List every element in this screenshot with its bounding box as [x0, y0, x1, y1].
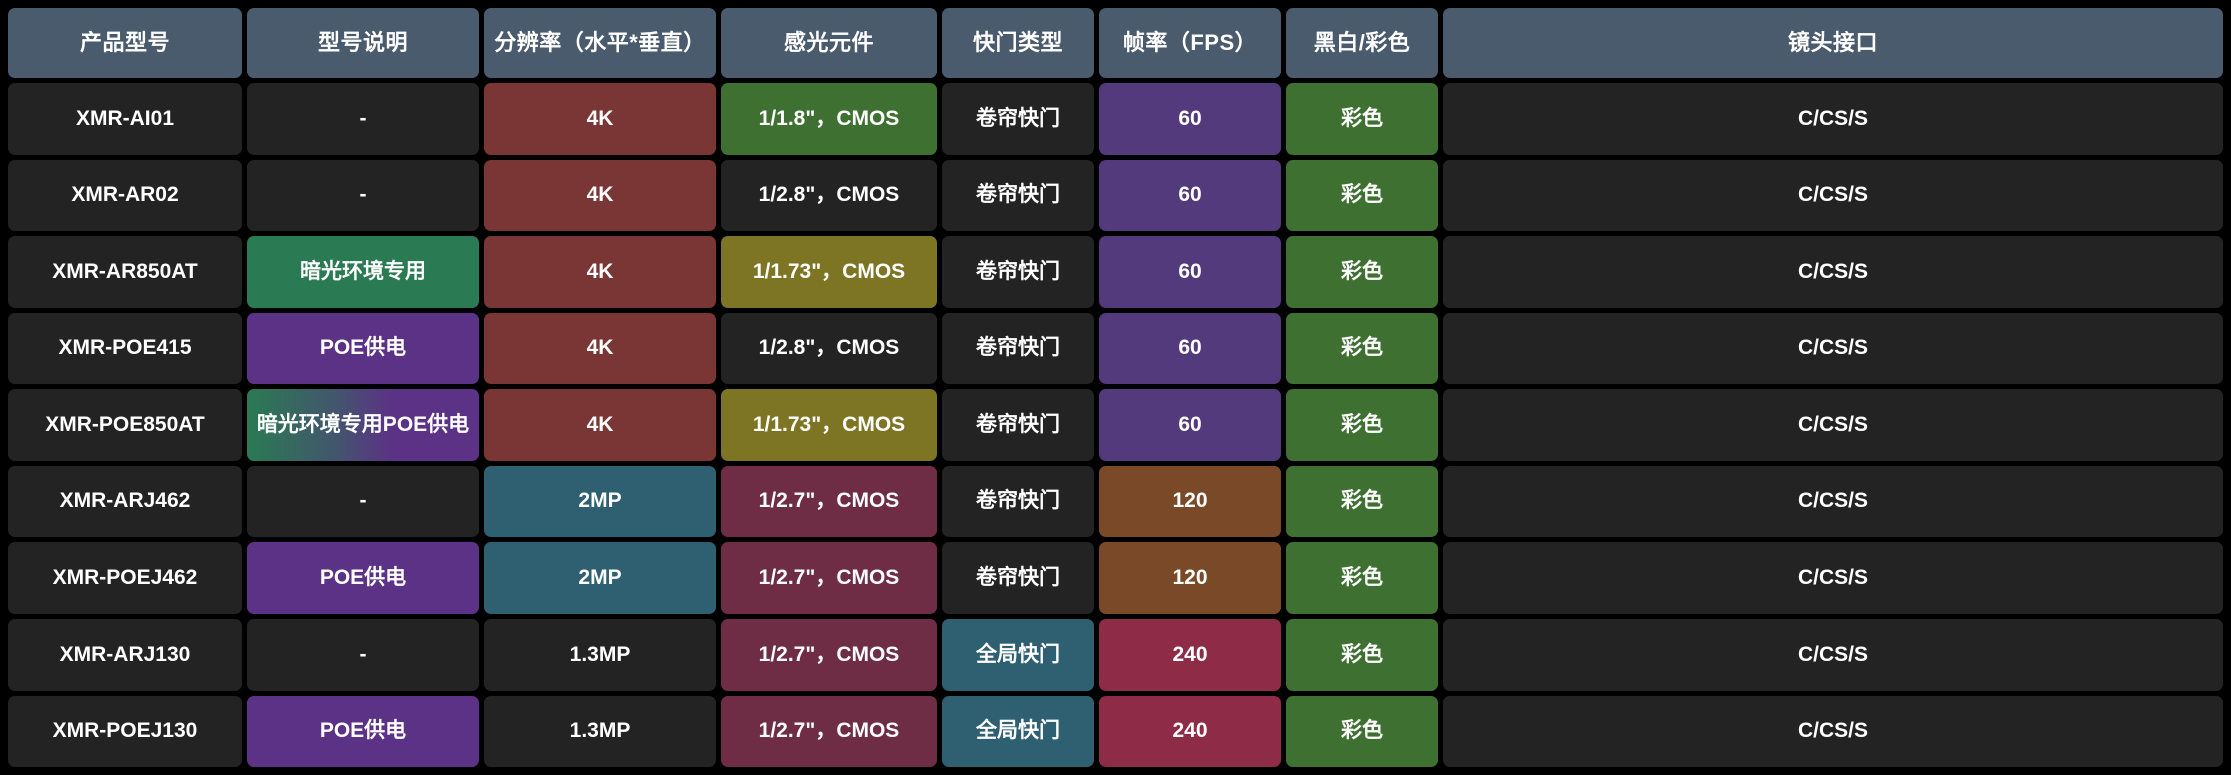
cell-image-sensor[interactable]: 1/2.8"，CMOS	[721, 312, 937, 385]
cell-color-mode[interactable]: 彩色	[1286, 542, 1438, 614]
cell-model-description[interactable]: -	[247, 465, 479, 538]
cell-model-description[interactable]: 暗光环境专用POE供电	[247, 389, 479, 461]
cell-color-mode[interactable]: 彩色	[1286, 236, 1438, 308]
cell-frame-rate[interactable]: 60	[1099, 159, 1281, 232]
table-row[interactable]: XMR-AR850AT 暗光环境专用 4K 1/1.73"，CMOS 卷帘快门 60 彩色 C…	[8, 236, 2223, 308]
cell-color-mode[interactable]: 彩色	[1286, 695, 1438, 768]
cell-product-model[interactable]: XMR-POE415	[8, 312, 242, 385]
cell-frame-rate[interactable]: 240	[1099, 618, 1281, 691]
table-row[interactable]: XMR-POEJ130 POE供电 1.3MP 1/2.7"，CMOS 全局快门 240 彩…	[8, 695, 2223, 768]
cell-resolution[interactable]: 4K	[484, 389, 716, 461]
cell-product-model[interactable]: XMR-AR02	[8, 159, 242, 232]
cell-image-sensor[interactable]: 1/2.7"，CMOS	[721, 695, 937, 768]
column-header-7[interactable]: 镜头接口	[1443, 8, 2223, 78]
cell-product-model[interactable]: XMR-POE850AT	[8, 389, 242, 461]
cell-image-sensor[interactable]: 1/2.7"，CMOS	[721, 465, 937, 538]
cell-product-model[interactable]: XMR-AR850AT	[8, 236, 242, 308]
cell-lens-mount[interactable]: C/CS/S	[1443, 618, 2223, 691]
cell-frame-rate[interactable]: 240	[1099, 695, 1281, 768]
cell-image-sensor[interactable]: 1/1.73"，CMOS	[721, 236, 937, 308]
cell-image-sensor[interactable]: 1/1.8"，CMOS	[721, 83, 937, 155]
cell-color-mode[interactable]: 彩色	[1286, 159, 1438, 232]
cell-shutter-type[interactable]: 卷帘快门	[942, 389, 1094, 461]
cell-image-sensor[interactable]: 1/1.73"，CMOS	[721, 389, 937, 461]
column-header-3[interactable]: 感光元件	[721, 8, 937, 78]
cell-resolution[interactable]: 4K	[484, 159, 716, 232]
cell-color-mode[interactable]: 彩色	[1286, 618, 1438, 691]
cell-resolution[interactable]: 4K	[484, 312, 716, 385]
column-header-5[interactable]: 帧率（FPS）	[1099, 8, 1281, 78]
cell-shutter-type[interactable]: 卷帘快门	[942, 236, 1094, 308]
cell-resolution[interactable]: 2MP	[484, 465, 716, 538]
table-row[interactable]: XMR-AR02-4K 1/2.8"，CMOS 卷帘快门 60 彩色 C/CS/S	[8, 159, 2223, 232]
cell-model-description[interactable]: -	[247, 159, 479, 232]
cell-frame-rate[interactable]: 60	[1099, 389, 1281, 461]
cell-color-mode[interactable]: 彩色	[1286, 312, 1438, 385]
cell-shutter-type[interactable]: 卷帘快门	[942, 312, 1094, 385]
cell-shutter-type[interactable]: 卷帘快门	[942, 159, 1094, 232]
table-row[interactable]: XMR-POE850AT 暗光环境专用POE供电 4K 1/1.73"，CMOS 卷帘快…	[8, 389, 2223, 461]
cell-resolution[interactable]: 1.3MP	[484, 695, 716, 768]
column-header-0[interactable]: 产品型号	[8, 8, 242, 78]
cell-lens-mount[interactable]: C/CS/S	[1443, 389, 2223, 461]
cell-model-description[interactable]: POE供电	[247, 695, 479, 768]
cell-shutter-type[interactable]: 卷帘快门	[942, 542, 1094, 614]
cell-frame-rate[interactable]: 120	[1099, 465, 1281, 538]
table-row[interactable]: XMR-ARJ462-2MP 1/2.7"，CMOS 卷帘快门 120 彩色 C/CS/S	[8, 465, 2223, 538]
cell-color-mode[interactable]: 彩色	[1286, 465, 1438, 538]
cell-resolution[interactable]: 1.3MP	[484, 618, 716, 691]
table-row[interactable]: XMR-POEJ462 POE供电 2MP 1/2.7"，CMOS 卷帘快门 120 彩色 C…	[8, 542, 2223, 614]
table-header-row: 产品型号 型号说明 分辨率（水平*垂直） 感光元件 快门类型 帧率（FPS） 黑白/彩色 镜头…	[8, 8, 2223, 78]
cell-model-description[interactable]: -	[247, 618, 479, 691]
cell-product-model[interactable]: XMR-POEJ462	[8, 542, 242, 614]
cell-lens-mount[interactable]: C/CS/S	[1443, 542, 2223, 614]
column-header-2[interactable]: 分辨率（水平*垂直）	[484, 8, 716, 78]
cell-frame-rate[interactable]: 60	[1099, 312, 1281, 385]
cell-product-model[interactable]: XMR-AI01	[8, 83, 242, 155]
cell-model-description[interactable]: 暗光环境专用	[247, 236, 479, 308]
cell-product-model[interactable]: XMR-ARJ462	[8, 465, 242, 538]
cell-frame-rate[interactable]: 120	[1099, 542, 1281, 614]
cell-shutter-type[interactable]: 全局快门	[942, 618, 1094, 691]
cell-lens-mount[interactable]: C/CS/S	[1443, 83, 2223, 155]
table-row[interactable]: XMR-ARJ130-1.3MP 1/2.7"，CMOS 全局快门 240 彩色 C/CS…	[8, 618, 2223, 691]
column-header-1[interactable]: 型号说明	[247, 8, 479, 78]
cell-image-sensor[interactable]: 1/2.8"，CMOS	[721, 159, 937, 232]
cell-shutter-type[interactable]: 卷帘快门	[942, 465, 1094, 538]
cell-resolution[interactable]: 4K	[484, 236, 716, 308]
cell-product-model[interactable]: XMR-ARJ130	[8, 618, 242, 691]
cell-model-description[interactable]: POE供电	[247, 312, 479, 385]
cell-lens-mount[interactable]: C/CS/S	[1443, 312, 2223, 385]
cell-resolution[interactable]: 2MP	[484, 542, 716, 614]
table-row[interactable]: XMR-AI01-4K 1/1.8"，CMOS 卷帘快门 60 彩色 C/CS/S	[8, 83, 2223, 155]
table-row[interactable]: XMR-POE415 POE供电 4K 1/2.8"，CMOS 卷帘快门 60 彩色 C/CS…	[8, 312, 2223, 385]
cell-frame-rate[interactable]: 60	[1099, 83, 1281, 155]
cell-lens-mount[interactable]: C/CS/S	[1443, 465, 2223, 538]
cell-lens-mount[interactable]: C/CS/S	[1443, 236, 2223, 308]
cell-shutter-type[interactable]: 卷帘快门	[942, 83, 1094, 155]
cell-resolution[interactable]: 4K	[484, 83, 716, 155]
cell-model-description[interactable]: -	[247, 83, 479, 155]
cell-lens-mount[interactable]: C/CS/S	[1443, 159, 2223, 232]
cell-image-sensor[interactable]: 1/2.7"，CMOS	[721, 542, 937, 614]
column-header-4[interactable]: 快门类型	[942, 8, 1094, 78]
column-header-6[interactable]: 黑白/彩色	[1286, 8, 1438, 78]
cell-image-sensor[interactable]: 1/2.7"，CMOS	[721, 618, 937, 691]
cell-shutter-type[interactable]: 全局快门	[942, 695, 1094, 768]
cell-color-mode[interactable]: 彩色	[1286, 389, 1438, 461]
cell-product-model[interactable]: XMR-POEJ130	[8, 695, 242, 768]
cell-model-description[interactable]: POE供电	[247, 542, 479, 614]
cell-color-mode[interactable]: 彩色	[1286, 83, 1438, 155]
cell-lens-mount[interactable]: C/CS/S	[1443, 695, 2223, 768]
cell-frame-rate[interactable]: 60	[1099, 236, 1281, 308]
